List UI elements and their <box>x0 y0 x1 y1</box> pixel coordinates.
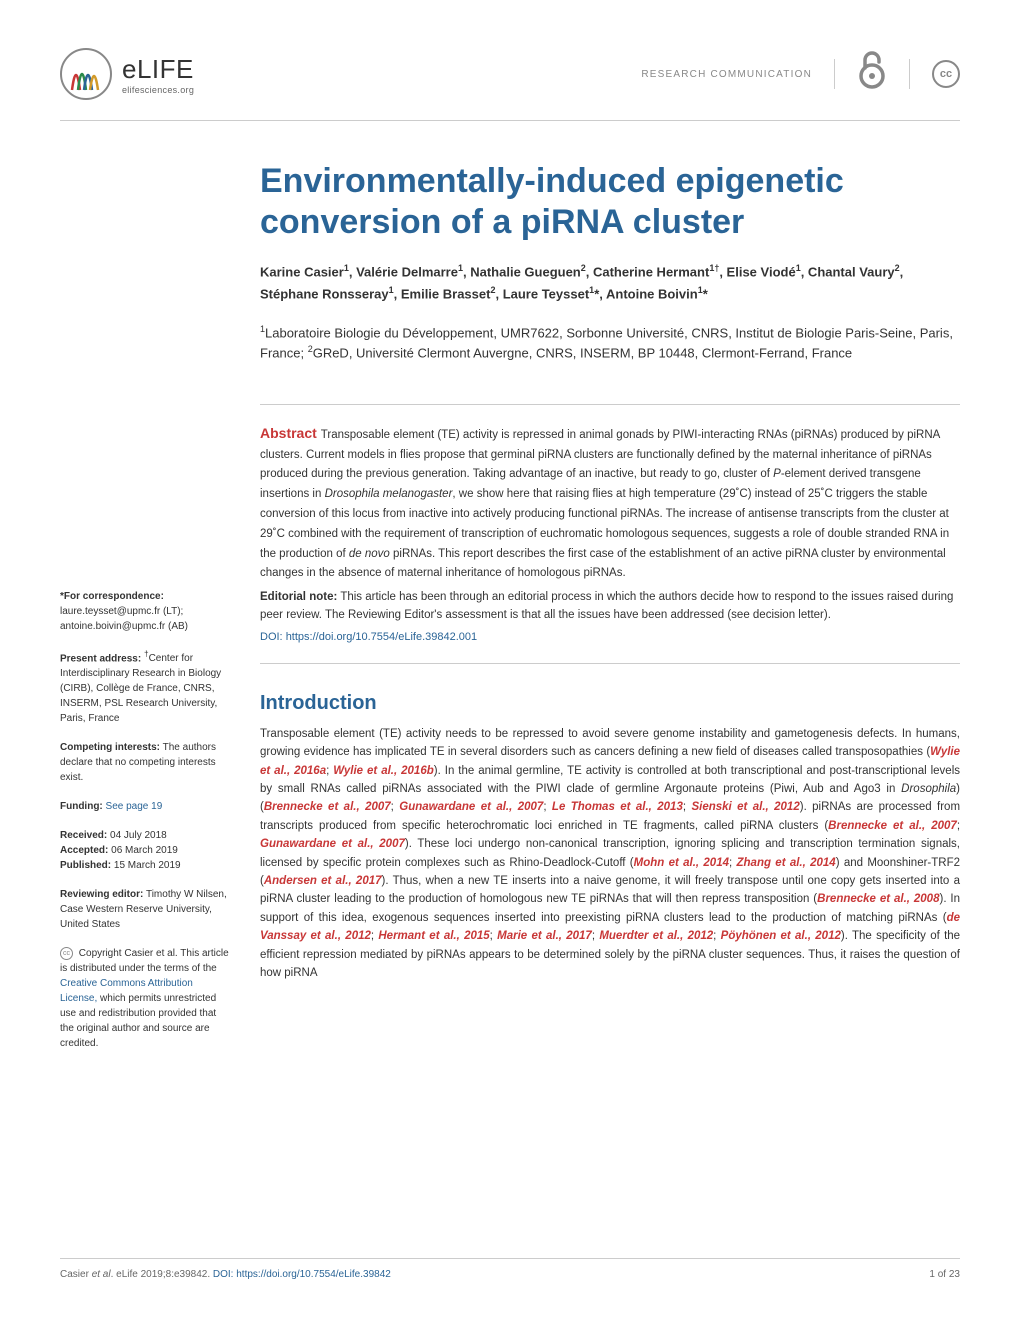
citation-ref[interactable]: Hermant et al., 2015 <box>378 930 489 942</box>
citation-ref[interactable]: Le Thomas et al., 2013 <box>552 801 683 813</box>
citation-ref[interactable]: Gunawardane et al., 2007 <box>260 838 405 850</box>
affiliations: 1Laboratoire Biologie du Développement, … <box>260 323 960 364</box>
introduction-text: Transposable element (TE) activity needs… <box>260 725 960 982</box>
accepted-label: Accepted: <box>60 845 108 856</box>
elife-logo-icon <box>60 48 112 100</box>
divider <box>834 59 835 89</box>
citation-ref[interactable]: Brennecke et al., 2007 <box>828 820 957 832</box>
article-metadata-sidebar: *For correspondence: laure.teysset@upmc.… <box>60 161 230 1065</box>
footer-doi-label: DOI: <box>213 1269 234 1280</box>
article-title: Environmentally-induced epigenetic conve… <box>260 161 960 243</box>
citation-ref[interactable]: Mohn et al., 2014 <box>634 857 729 869</box>
footer-doi-url[interactable]: https://doi.org/10.7554/eLife.39842 <box>236 1269 391 1280</box>
citation-ref[interactable]: Wylie et al., 2016b <box>333 765 434 777</box>
funding-label: Funding: <box>60 801 103 812</box>
doi-label: DOI: <box>260 631 283 643</box>
received-date: 04 July 2018 <box>110 830 167 841</box>
abstract-block: Abstract Transposable element (TE) activ… <box>260 404 960 664</box>
editorial-note-text: This article has been through an editori… <box>260 591 953 621</box>
citation-ref[interactable]: Sienski et al., 2012 <box>691 801 799 813</box>
citation-ref[interactable]: Zhang et al., 2014 <box>737 857 836 869</box>
journal-logo-group: eLIFE elifesciences.org <box>60 48 194 100</box>
copyright-text: Copyright Casier et al. This article is … <box>60 948 229 974</box>
reviewing-editor-label: Reviewing editor: <box>60 889 143 900</box>
page-footer: Casier et al. eLife 2019;8:e39842. DOI: … <box>60 1258 960 1280</box>
citation-ref[interactable]: Brennecke et al., 2007 <box>264 801 391 813</box>
funding-link[interactable]: See page 19 <box>106 801 163 812</box>
citation-ref[interactable]: Brennecke et al., 2008 <box>817 893 939 905</box>
citation-ref[interactable]: Andersen et al., 2017 <box>264 875 382 887</box>
competing-interests-label: Competing interests: <box>60 742 160 753</box>
accepted-date: 06 March 2019 <box>111 845 178 856</box>
abstract-label: Abstract <box>260 425 317 441</box>
journal-url[interactable]: elifesciences.org <box>122 85 194 95</box>
correspondence-emails[interactable]: laure.teysset@upmc.fr (LT); antoine.boiv… <box>60 606 188 632</box>
editorial-note-label: Editorial note: <box>260 591 337 603</box>
divider <box>909 59 910 89</box>
abstract-text: Transposable element (TE) activity is re… <box>260 429 949 580</box>
introduction-heading: Introduction <box>260 692 960 715</box>
page-header: eLIFE elifesciences.org RESEARCH COMMUNI… <box>60 48 960 121</box>
article-type: RESEARCH COMMUNICATION <box>641 69 812 80</box>
citation-ref[interactable]: Gunawardane et al., 2007 <box>399 801 543 813</box>
correspondence-label: *For correspondence: <box>60 591 164 602</box>
doi-url[interactable]: https://doi.org/10.7554/eLife.39842.001 <box>286 631 477 643</box>
published-date: 15 March 2019 <box>114 860 181 871</box>
received-label: Received: <box>60 830 107 841</box>
footer-citation: Casier et al. eLife 2019;8:e39842. <box>60 1269 213 1280</box>
journal-name: eLIFE <box>122 54 194 85</box>
page-number: 1 of 23 <box>929 1269 960 1280</box>
authors-list: Karine Casier1, Valérie Delmarre1, Natha… <box>260 261 960 305</box>
present-address-label: Present address: <box>60 653 141 664</box>
citation-ref[interactable]: Muerdter et al., 2012 <box>599 930 713 942</box>
cc-license-icon: cc <box>932 60 960 88</box>
article-body: Environmentally-induced epigenetic conve… <box>260 161 960 1065</box>
citation-ref[interactable]: Pöyhönen et al., 2012 <box>721 930 841 942</box>
published-label: Published: <box>60 860 111 871</box>
cc-small-icon: cc <box>60 947 73 960</box>
open-access-icon <box>857 48 887 100</box>
citation-ref[interactable]: Marie et al., 2017 <box>497 930 592 942</box>
